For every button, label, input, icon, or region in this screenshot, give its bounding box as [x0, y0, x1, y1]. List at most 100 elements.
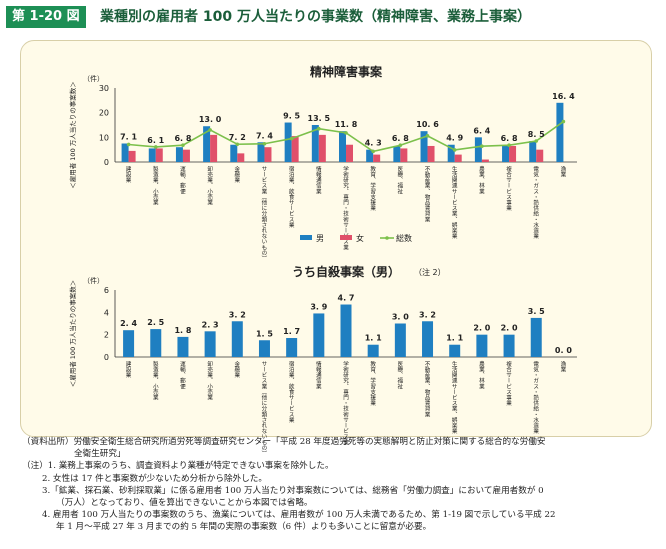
- category-label: 製造業、小売業: [152, 165, 159, 207]
- data-label: 2. 3: [202, 320, 219, 329]
- bar-male: [123, 330, 135, 357]
- bar-female: [481, 159, 489, 162]
- category-label: 運輸、郵便: [179, 361, 186, 390]
- data-label: 1. 1: [365, 334, 382, 343]
- data-label: 1. 8: [174, 326, 191, 335]
- notes-block: （資料出所）労働安全衛生総合研究所過労死等調査研究センター「平成 28 年度過労…: [22, 436, 652, 534]
- total-point: [235, 142, 240, 147]
- bar-female: [237, 153, 245, 162]
- total-point: [153, 145, 158, 149]
- category-label: 漁業: [559, 165, 566, 179]
- total-point: [289, 136, 294, 141]
- bar-female: [128, 150, 136, 162]
- category-label: 電気・ガス・熱供給・水道業: [532, 361, 539, 435]
- figure-header: 第 1-20 図 業種別の雇用者 100 万人当たりの事業数（精神障害、業務上事…: [0, 0, 666, 32]
- bar-male: [284, 122, 292, 162]
- y-axis-label: ＜雇用者 100 万人当たりの事案数＞: [68, 280, 77, 388]
- bar-male: [529, 141, 537, 162]
- data-label: 2. 0: [473, 324, 490, 333]
- data-label: 4. 3: [365, 139, 382, 148]
- category-label: 情報通信業: [315, 360, 322, 390]
- bar-female: [318, 134, 326, 162]
- bar-male: [367, 344, 379, 357]
- category-label: 教育、学習支援業: [369, 360, 376, 407]
- category-label: 学術研究、専門・技術サービス業: [342, 165, 349, 251]
- total-point: [561, 119, 566, 124]
- data-label: 6. 8: [174, 134, 191, 143]
- total-point: [534, 139, 539, 143]
- category-label: 宿泊業、飲食サービス業: [288, 360, 295, 424]
- data-label: 3. 9: [310, 302, 327, 311]
- bar-male: [394, 323, 406, 357]
- category-label: 農業、林業: [478, 360, 485, 390]
- bar-male: [257, 142, 265, 162]
- bar-male: [474, 137, 482, 162]
- y-tick-label: 4: [104, 308, 109, 317]
- data-label: 2. 4: [120, 319, 137, 328]
- bar-male: [231, 321, 243, 357]
- bar-female: [427, 145, 435, 162]
- legend-label: 男: [316, 234, 324, 243]
- bar-male: [502, 145, 510, 162]
- category-label: 金融業: [233, 165, 240, 184]
- bar-female: [182, 149, 190, 162]
- data-label: 4. 7: [338, 294, 355, 303]
- y-unit-label: （件）: [83, 74, 104, 83]
- total-point: [425, 134, 430, 138]
- bar-female: [264, 147, 272, 162]
- bar-male: [339, 131, 346, 162]
- bar-female: [509, 145, 517, 162]
- bar-female: [400, 148, 408, 162]
- figure-title: 業種別の雇用者 100 万人当たりの事業数（精神障害、業務上事案）: [100, 9, 531, 25]
- bar-male: [148, 148, 156, 162]
- legend-swatch: [340, 235, 352, 240]
- data-label: 6. 4: [473, 126, 490, 135]
- bar-male: [121, 143, 129, 162]
- y-tick-label: 20: [99, 109, 109, 118]
- figure-number: 第 1-20 図: [6, 6, 86, 28]
- note-source: （資料出所）労働安全衛生総合研究所過労死等調査研究センター「平成 28 年度過労…: [22, 437, 546, 447]
- category-label: 卸売業、小売業: [206, 165, 213, 207]
- legend-swatch-point: [385, 236, 389, 240]
- bar-female: [210, 134, 218, 162]
- note-3: 3.「鉱業、採石業、砂利採取業」に係る雇用者 100 万人当たり対事案数について…: [42, 485, 544, 496]
- total-point: [398, 143, 403, 148]
- note-3-cont: （万人）となっており、値を算出できないことから本図では省略。: [56, 498, 313, 509]
- data-label: 1. 1: [446, 334, 463, 343]
- category-label: 宿泊業、飲食サービス業: [288, 165, 295, 229]
- bar-male: [286, 338, 298, 357]
- total-point: [317, 126, 321, 131]
- category-label: 医療、福祉: [396, 361, 403, 390]
- category-label: 運輸、郵便: [179, 166, 186, 195]
- bar-female: [454, 154, 462, 162]
- category-label: 金融業: [233, 360, 240, 379]
- data-label: 13. 5: [308, 114, 331, 123]
- data-label: 1. 7: [283, 327, 300, 336]
- data-label: 4. 9: [446, 134, 463, 143]
- category-label: 生活関連サービス業、娯楽業: [451, 360, 458, 435]
- category-label: サービス業（他に分類されないもの）: [260, 166, 267, 261]
- total-point: [126, 142, 131, 147]
- bar-male: [258, 340, 270, 357]
- data-label: 6. 8: [392, 134, 409, 143]
- bar-female: [291, 136, 299, 162]
- legend-label: 総数: [396, 233, 412, 243]
- y-tick-label: 0: [104, 158, 109, 167]
- data-label: 3. 2: [419, 310, 436, 319]
- data-label: 16. 4: [552, 92, 575, 101]
- data-label: 13. 0: [199, 115, 222, 124]
- bar-male: [447, 144, 455, 162]
- bar-male: [503, 334, 515, 357]
- bar-male: [340, 304, 352, 357]
- data-label: 7. 4: [256, 131, 273, 140]
- bar-male: [175, 147, 183, 162]
- bar-male: [449, 344, 461, 357]
- chart-title: うち自殺事案（男）: [292, 264, 400, 279]
- category-label: 情報通信業: [315, 165, 322, 195]
- category-label: 複合サービス事業: [505, 165, 512, 212]
- legend-label: 女: [356, 233, 364, 243]
- bar-male: [530, 317, 542, 357]
- total-point: [371, 149, 375, 154]
- note-2: 2. 女性は 17 件と事案数が少ないため分析から除外した。: [42, 473, 267, 484]
- category-label: 製造業、小売業: [152, 360, 159, 402]
